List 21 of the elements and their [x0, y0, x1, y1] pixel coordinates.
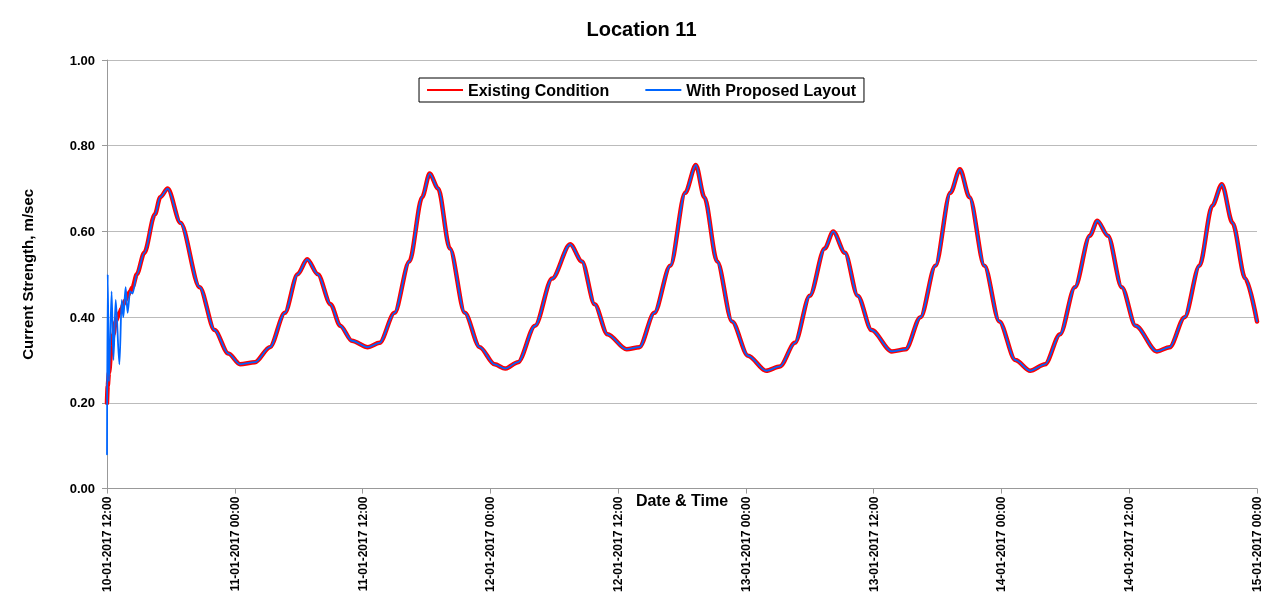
- x-tick-label: 14-01-2017 00:00: [994, 496, 1009, 593]
- y-tick-label: 0.80: [69, 138, 95, 154]
- x-tick-label: 14-01-2017 12:00: [1122, 496, 1137, 593]
- x-tick-label: 10-01-2017 12:00: [100, 496, 114, 593]
- y-tick-label: 0.60: [69, 223, 95, 239]
- y-tick-label: 0.00: [69, 481, 95, 497]
- chart-title: Location 11: [586, 18, 697, 40]
- x-tick-label: 12-01-2017 00:00: [483, 496, 498, 593]
- y-tick-label: 1.00: [69, 52, 95, 68]
- x-tick-label: 13-01-2017 12:00: [866, 496, 881, 593]
- y-axis-title: Current Strength, m/sec: [19, 188, 36, 360]
- x-tick-label: 11-01-2017 12:00: [355, 496, 370, 592]
- y-tick-label: 0.40: [69, 309, 95, 325]
- x-tick-label: 13-01-2017 00:00: [738, 496, 753, 593]
- legend-label: With Proposed Layout: [686, 81, 857, 99]
- x-tick-label: 12-01-2017 12:00: [611, 496, 626, 593]
- x-axis-title: Date & Time: [635, 492, 729, 510]
- x-tick-label: 11-01-2017 00:00: [227, 496, 242, 592]
- y-tick-label: 0.20: [69, 395, 95, 411]
- x-tick-label: 15-01-2017 00:00: [1250, 496, 1264, 593]
- legend-label: Existing Condition: [468, 81, 610, 99]
